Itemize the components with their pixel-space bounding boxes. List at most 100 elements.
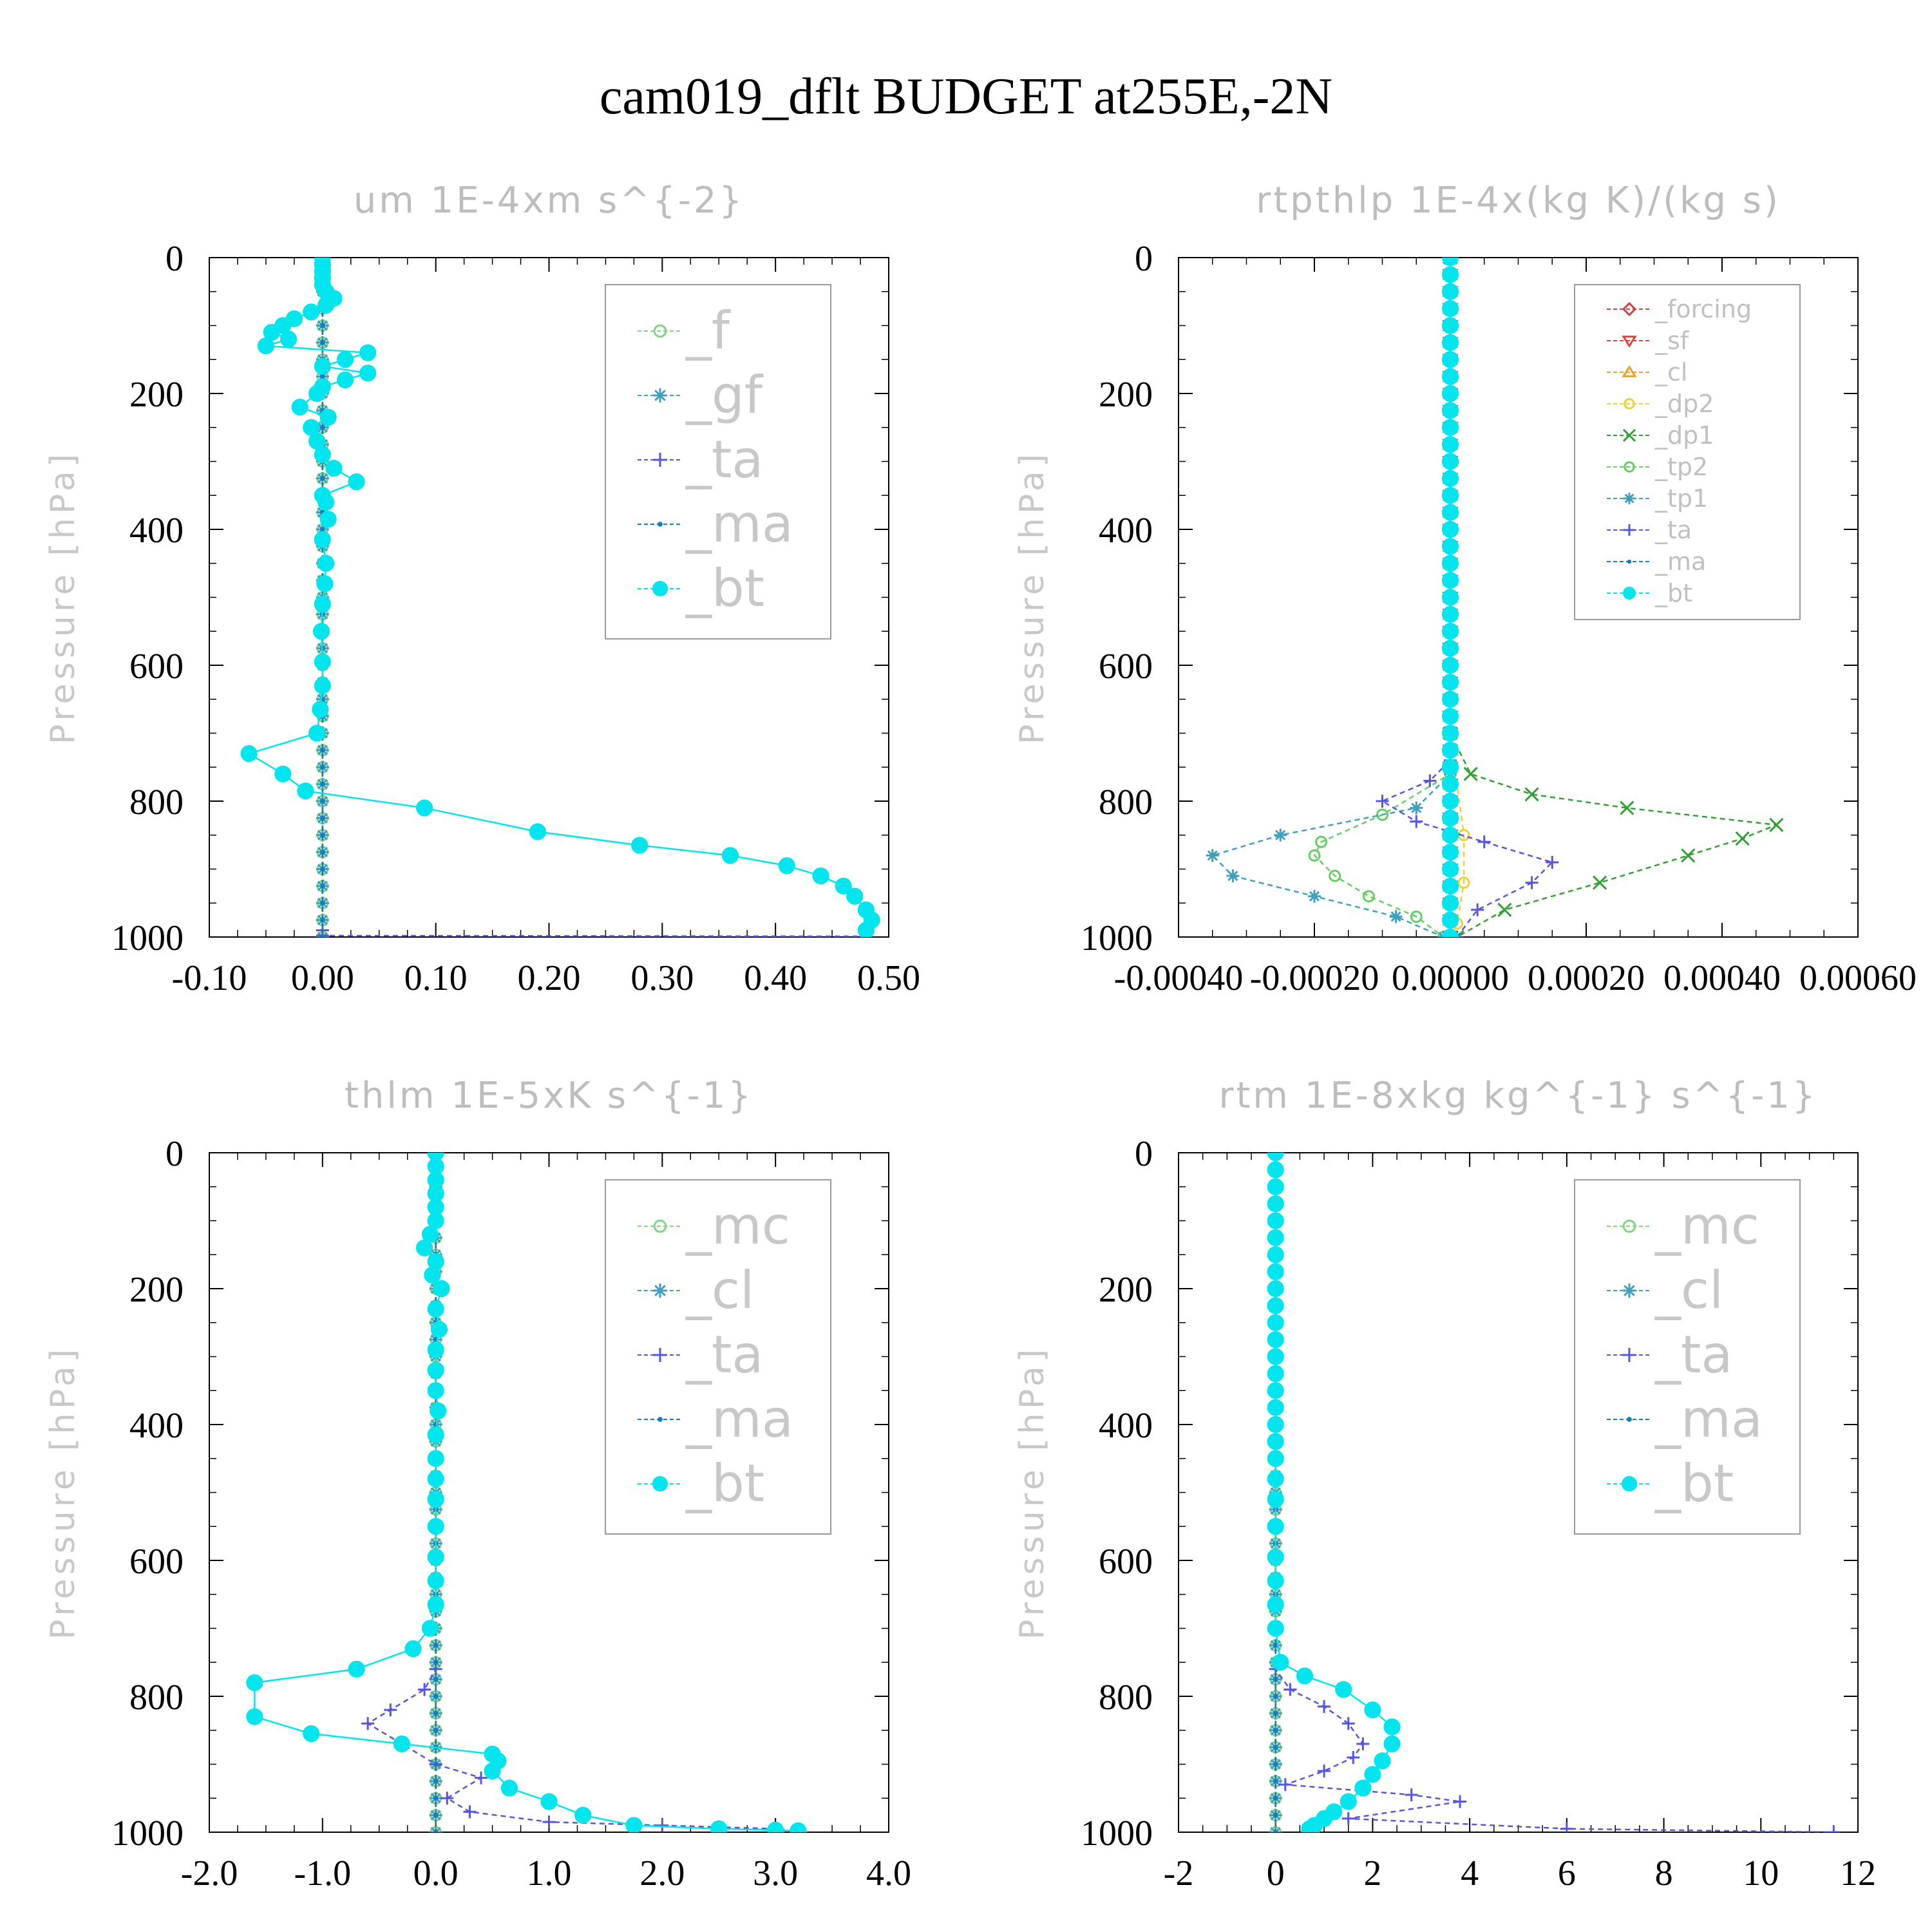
x-tick-label: 4: [1461, 1853, 1479, 1893]
data-point: [348, 473, 365, 491]
data-point: [1457, 829, 1470, 842]
data-point: [1341, 1717, 1355, 1730]
data-point: [1273, 1795, 1278, 1801]
x-tick-label: 0.00060: [1799, 958, 1917, 998]
data-point: [846, 887, 864, 905]
data-point: [433, 1813, 439, 1818]
legend-marker: [1627, 559, 1632, 564]
x-tick-label: 6: [1558, 1853, 1576, 1893]
x-tick-label: 3.0: [753, 1853, 798, 1893]
y-tick-label: 1000: [111, 918, 184, 958]
data-point: [1267, 1331, 1284, 1349]
legend: _forcing _sf _cl _dp2 _dp1 _tp2 _tp1 _ta _ma _bt: [1574, 284, 1801, 620]
y-tick-label: 400: [1099, 1406, 1153, 1446]
legend: _mc_cl_ta_ma_bt: [1574, 1179, 1801, 1535]
x-tick-label: 4.0: [866, 1853, 911, 1893]
data-point: [1441, 258, 1459, 267]
legend-marker: [1627, 1417, 1632, 1422]
data-point: [433, 1830, 439, 1832]
y-axis-label: Pressure [hPa]: [1013, 1345, 1052, 1640]
data-point: [1441, 810, 1459, 827]
legend-marker: [653, 1219, 667, 1233]
data-point: [1441, 300, 1459, 317]
data-point: [1423, 774, 1437, 788]
data-point: [320, 815, 325, 820]
x-tick-label: -2.0: [181, 1853, 238, 1893]
data-point: [1441, 554, 1459, 572]
data-point: [314, 653, 331, 670]
data-point: [427, 1596, 444, 1613]
data-point: [1296, 1667, 1314, 1685]
legend-marker: [652, 580, 668, 597]
data-point: [1471, 903, 1484, 916]
panel-title: um 1E-4xm s^{-2}: [354, 180, 744, 222]
data-point: [1267, 1416, 1284, 1434]
data-point: [320, 764, 325, 770]
data-point: [1441, 504, 1459, 521]
legend: _mc_cl_ta_ma_bt: [605, 1179, 831, 1535]
x-tick-label: -0.00020: [1250, 958, 1379, 998]
x-tick-label: 10: [1743, 1853, 1779, 1893]
data-point: [1441, 741, 1459, 759]
data-point: [1410, 801, 1423, 815]
legend-box: [1574, 284, 1801, 620]
y-tick-label: 800: [1099, 782, 1153, 822]
x-tick-label: 0.40: [744, 958, 807, 998]
data-point: [319, 408, 337, 426]
data-point: [1267, 1297, 1284, 1314]
data-point: [1267, 1153, 1284, 1162]
data-point: [1267, 1548, 1284, 1566]
data-point: [1441, 266, 1459, 283]
x-tick-label: 0.00000: [1392, 958, 1509, 998]
data-point: [1441, 351, 1459, 368]
x-tick-label: 0.00: [291, 958, 354, 998]
data-point: [246, 1708, 263, 1725]
data-point: [418, 1683, 431, 1696]
y-tick-label: 200: [1099, 1270, 1153, 1310]
data-point: [1273, 1643, 1278, 1648]
data-point: [1335, 1681, 1352, 1698]
data-point: [835, 877, 852, 895]
legend-label: _dp1: [1654, 421, 1714, 450]
data-point: [1441, 384, 1459, 402]
data-point: [320, 849, 325, 855]
data-point: [1735, 831, 1750, 846]
y-tick-label: 0: [1135, 239, 1153, 279]
data-point: [1267, 1620, 1284, 1637]
data-point: [1308, 889, 1321, 903]
legend-marker: [1624, 524, 1635, 536]
data-point: [1405, 1788, 1418, 1801]
data-point: [1441, 674, 1459, 691]
data-point: [1769, 817, 1784, 832]
y-tick-label: 1000: [1081, 1814, 1153, 1853]
data-point: [433, 1710, 439, 1716]
y-tick-label: 600: [1099, 1542, 1153, 1582]
legend-label: _mc: [1654, 1196, 1759, 1256]
data-point: [440, 1792, 454, 1805]
legend-label: _gf: [685, 365, 764, 425]
data-point: [433, 1643, 439, 1648]
legend-label: _ta: [685, 430, 763, 489]
x-tick-label: 2: [1363, 1853, 1381, 1893]
data-point: [246, 1674, 263, 1691]
data-point: [317, 493, 335, 511]
data-point: [1410, 910, 1423, 923]
data-point: [1441, 911, 1459, 929]
data-point: [1389, 910, 1403, 923]
data-point: [1441, 538, 1459, 555]
data-point: [710, 1820, 728, 1832]
series-tp2: [1308, 258, 1457, 937]
data-point: [542, 1815, 556, 1829]
data-point: [1267, 1246, 1284, 1264]
series-line: [1313, 258, 1452, 937]
plot-area: [1206, 258, 1784, 937]
data-point: [279, 330, 298, 348]
y-tick-label: 400: [1099, 511, 1153, 551]
data-point: [427, 1450, 444, 1467]
y-tick-label: 800: [129, 1678, 184, 1718]
x-tick-label: -2: [1164, 1853, 1194, 1893]
data-point: [325, 459, 343, 477]
data-point: [1273, 1710, 1278, 1716]
y-tick-label: 600: [129, 647, 184, 687]
panel-2: rtpthlp 1E-4x(kg K)/(kg s) Pressure [hPa]…: [1013, 180, 1917, 998]
